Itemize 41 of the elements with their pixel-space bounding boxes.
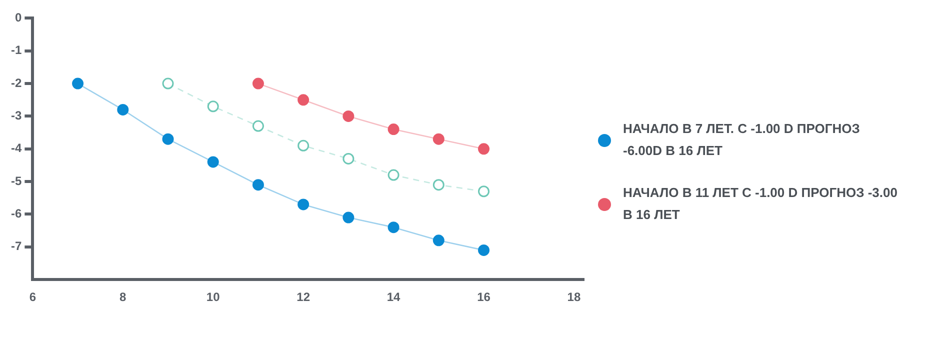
point bbox=[252, 78, 264, 90]
point bbox=[162, 78, 174, 90]
y-tick-label: -4 bbox=[11, 141, 22, 156]
y-tick-label: -7 bbox=[11, 239, 22, 254]
x-tick-label: 18 bbox=[567, 290, 581, 304]
point bbox=[207, 156, 219, 168]
point bbox=[342, 110, 354, 122]
point bbox=[432, 133, 444, 145]
point bbox=[478, 143, 490, 155]
y-tick-label: -2 bbox=[11, 76, 22, 90]
point bbox=[298, 140, 310, 152]
point bbox=[117, 104, 129, 116]
point bbox=[432, 234, 444, 246]
y-tick-label: 0 bbox=[14, 10, 22, 25]
point bbox=[388, 169, 400, 181]
point bbox=[207, 100, 219, 112]
point bbox=[162, 133, 174, 145]
point bbox=[342, 152, 354, 164]
x-tick-label: 12 bbox=[296, 290, 310, 304]
y-tick-label: -6 bbox=[11, 206, 22, 221]
point bbox=[252, 120, 264, 132]
point bbox=[298, 94, 310, 106]
y-tick-label: -5 bbox=[11, 174, 22, 188]
point bbox=[432, 179, 444, 191]
point bbox=[388, 222, 400, 234]
point bbox=[478, 244, 490, 256]
point bbox=[298, 198, 310, 210]
x-tick-label: 8 bbox=[120, 290, 127, 304]
point bbox=[342, 212, 354, 224]
x-tick-label: 16 bbox=[477, 290, 491, 304]
point bbox=[252, 179, 264, 191]
y-tick-label: -1 bbox=[11, 43, 22, 58]
point bbox=[72, 78, 84, 90]
point bbox=[478, 186, 490, 198]
point bbox=[388, 124, 400, 136]
legend-label: НАЧАЛО В 11 ЛЕТ С -1.00 D ПРОГНОЗ -3.00 В 16 ЛЕТ bbox=[623, 184, 898, 224]
x-tick-label: 10 bbox=[206, 290, 220, 304]
legend-label: НАЧАЛО В 7 ЛЕТ. С -1.00 D ПРОГНОЗ -6.00D В 16 ЛЕТ bbox=[623, 120, 861, 160]
x-tick-label: 6 bbox=[29, 290, 36, 304]
x-tick-label: 14 bbox=[386, 290, 401, 304]
y-tick-label: -3 bbox=[11, 108, 22, 123]
